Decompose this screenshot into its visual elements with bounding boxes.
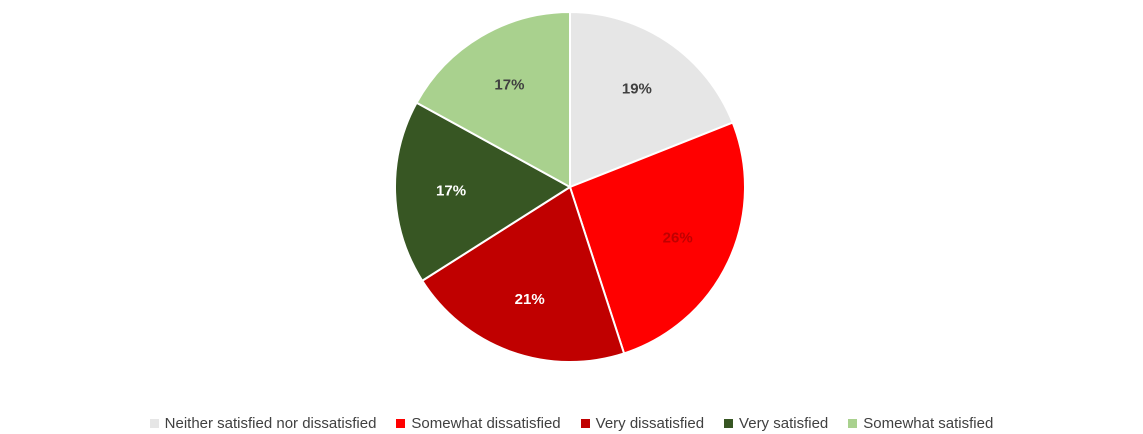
legend-item: Very satisfied (724, 415, 828, 432)
chart-legend: Neither satisfied nor dissatisfied Somewh… (0, 412, 1143, 434)
slice-data-label: 17% (436, 183, 466, 200)
legend-item: Somewhat dissatisfied (396, 414, 561, 432)
legend-swatch (724, 418, 734, 428)
slice-data-label: 21% (515, 291, 545, 308)
pie-slice (569, 10, 735, 189)
pie-slice (394, 101, 572, 283)
legend-item: Neither satisfied nor dissatisfied (149, 414, 377, 432)
legend-swatch (149, 418, 159, 428)
legend-swatch (580, 418, 590, 428)
pie-slice (568, 121, 746, 355)
legend-label: Very satisfied (739, 414, 829, 432)
legend-label: Very dissatisfied (595, 414, 705, 432)
slice-data-label: 26% (663, 230, 693, 247)
pie-chart-plot: 19% 26% 21% 17% 17% (394, 10, 746, 363)
legend-item: Somewhat satisfied (848, 415, 993, 432)
legend-swatch (848, 418, 858, 428)
slice-data-label: 17% (494, 77, 524, 94)
pie-slice (420, 185, 626, 363)
slice-data-label: 19% (622, 81, 652, 98)
legend-label: Neither satisfied nor dissatisfied (164, 414, 377, 432)
legend-item: Very dissatisfied (580, 414, 705, 432)
legend-label: Somewhat satisfied (863, 414, 994, 432)
legend-swatch (396, 418, 406, 428)
pie-slice (415, 10, 571, 189)
legend-label: Somewhat dissatisfied (411, 414, 561, 432)
